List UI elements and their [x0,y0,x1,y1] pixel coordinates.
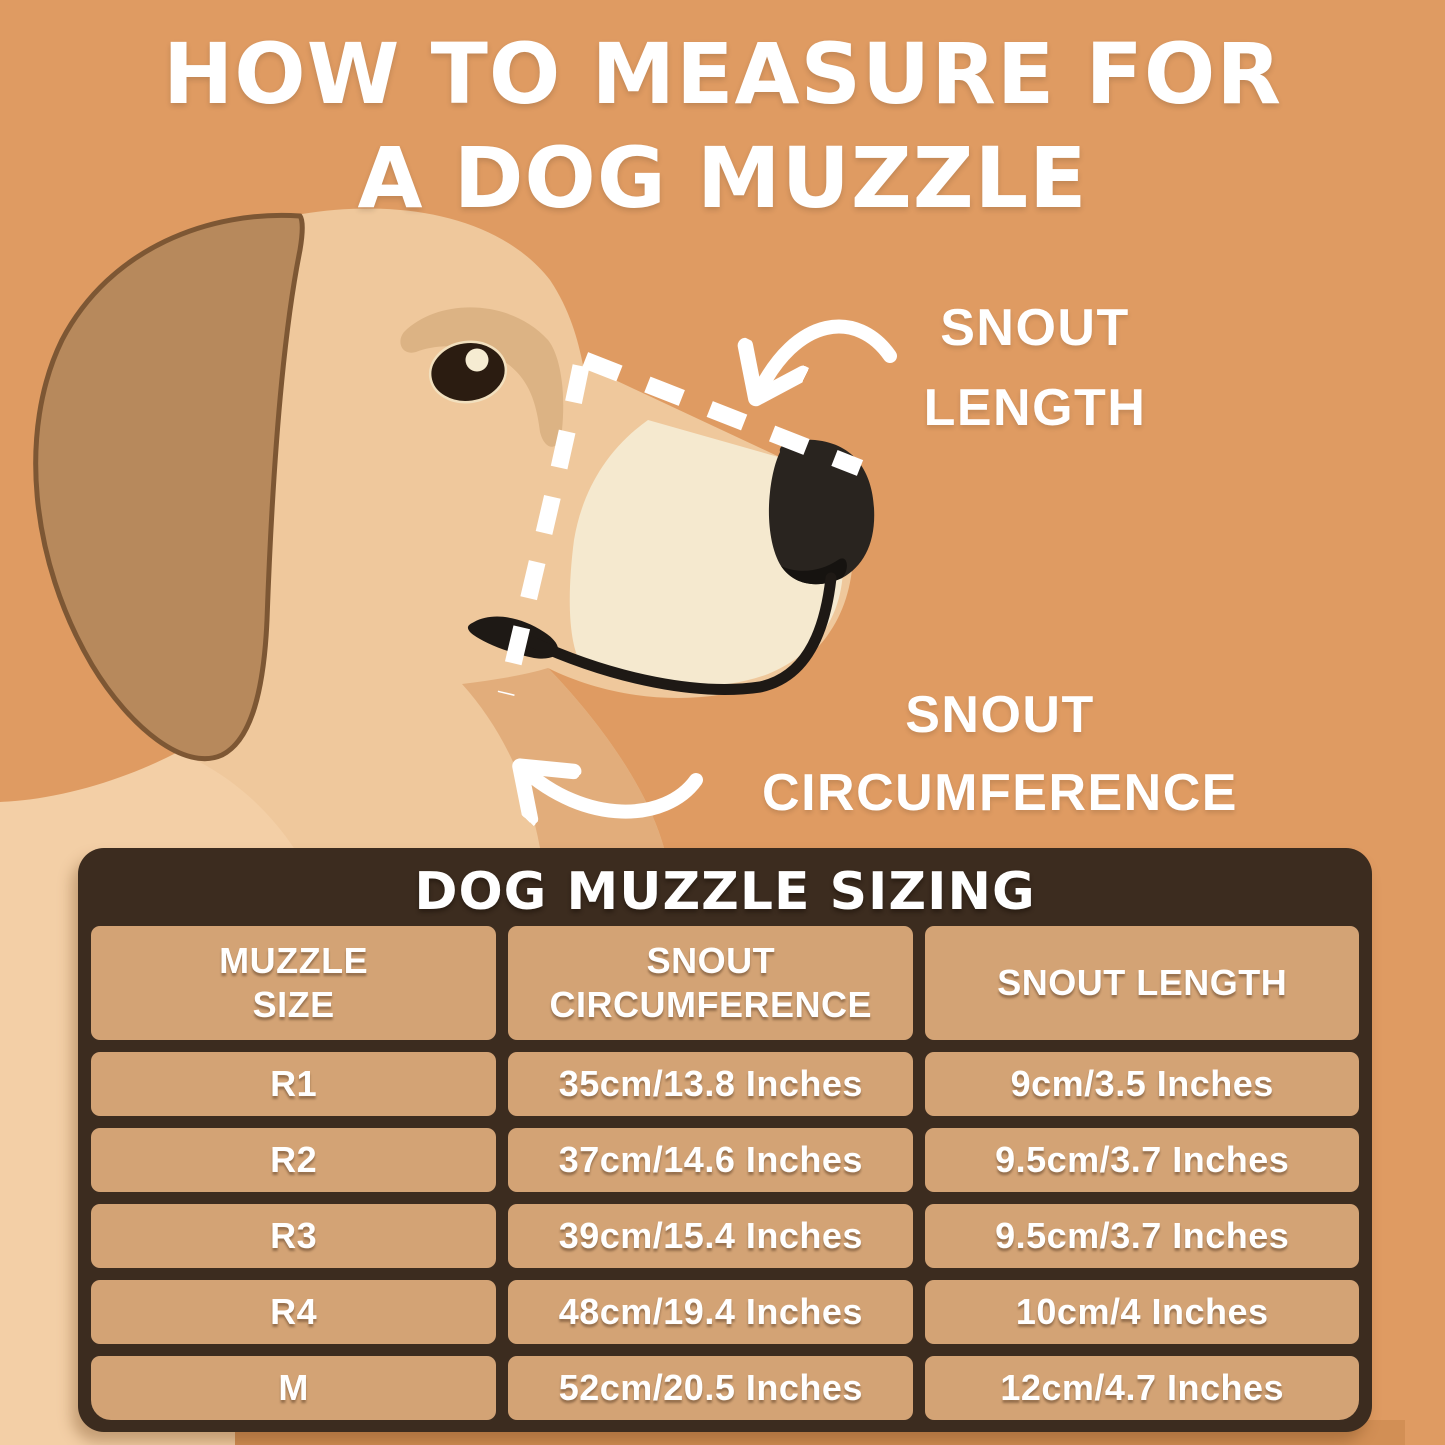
table-cell-size: R4 [91,1280,497,1344]
snout-circumference-dashed-line [497,364,590,696]
table-cell-length: 9cm/3.5 Inches [925,1052,1359,1116]
sizing-grid: MUZZLE SIZE SNOUT CIRCUMFERENCE SNOUT LE… [91,926,1359,1420]
page-title-line1: HOW TO MEASURE FOR [162,25,1283,123]
table-cell-circumference: 37cm/14.6 Inches [508,1128,914,1192]
page-title-line2: A DOG MUZZLE [357,129,1088,227]
snout-length-label-line2: LENGTH [923,379,1147,437]
snout-length-label-line1: SNOUT [940,299,1130,357]
dog-mouth-line [526,572,837,695]
snout-circumference-arrow-icon [522,768,703,812]
column-header-muzzle-size: MUZZLE SIZE [91,926,497,1040]
table-title: DOG MUZZLE SIZING [414,862,1036,922]
table-cell-circumference: 48cm/19.4 Inches [508,1280,914,1344]
snout-circumference-label-line2: CIRCUMFERENCE [762,764,1238,822]
page-title: HOW TO MEASURE FOR A DOG MUZZLE [0,22,1445,230]
table-cell-size: R3 [91,1204,497,1268]
table-cell-size: R1 [91,1052,497,1116]
sizing-table: DOG MUZZLE SIZING MUZZLE SIZE SNOUT CIRC… [78,848,1372,1432]
table-cell-circumference: 35cm/13.8 Inches [508,1052,914,1116]
table-cell-length: 12cm/4.7 Inches [925,1356,1359,1420]
table-cell-length: 9.5cm/3.7 Inches [925,1128,1359,1192]
table-cell-size: M [91,1356,497,1420]
table-cell-size: R2 [91,1128,497,1192]
dog-eyebrow [400,307,564,447]
table-cell-length: 10cm/4 Inches [925,1280,1359,1344]
table-cell-length: 9.5cm/3.7 Inches [925,1204,1359,1268]
table-cell-circumference: 52cm/20.5 Inches [508,1356,914,1420]
dog-neck-shadow [462,668,664,848]
table-cell-circumference: 39cm/15.4 Inches [508,1204,914,1268]
dog-ear [33,212,305,762]
snout-length-arrow-icon [757,319,897,396]
column-header-snout-circumference: SNOUT CIRCUMFERENCE [508,926,914,1040]
snout-length-dashed-line [581,352,864,476]
snout-circumference-label: SNOUT CIRCUMFERENCE [690,676,1310,832]
snout-length-label: SNOUT LENGTH [820,288,1250,448]
column-header-snout-length: SNOUT LENGTH [925,926,1359,1040]
dog-nose [768,439,875,585]
snout-circumference-label-line1: SNOUT [905,686,1095,744]
dog-eye-highlight [465,348,489,372]
